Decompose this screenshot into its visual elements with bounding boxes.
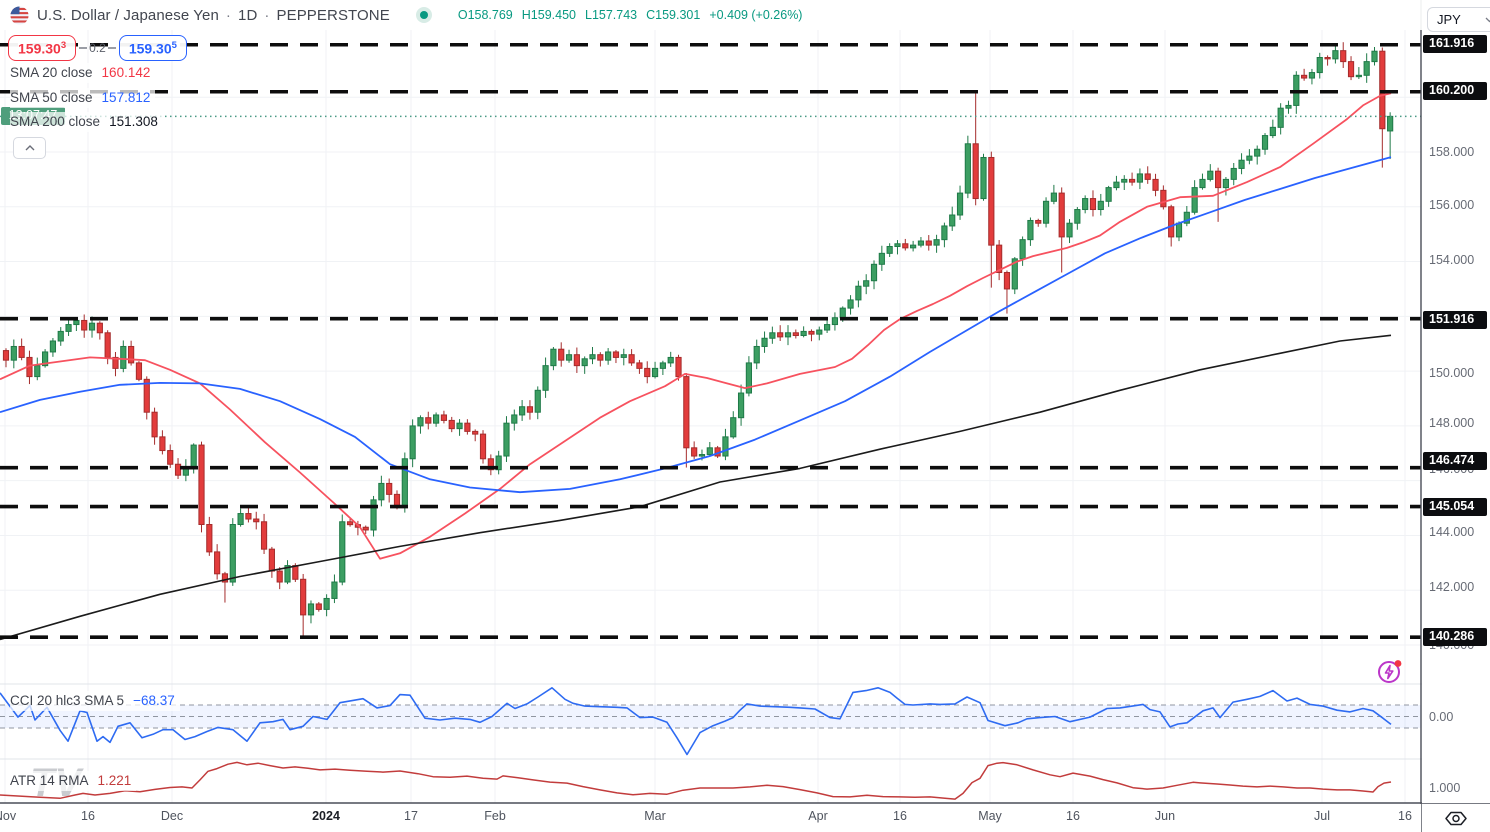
- price-level-label: 140.286: [1423, 628, 1487, 646]
- sma-legend-row: SMA 200 close 151.308: [10, 112, 163, 132]
- price-tick: 144.000: [1429, 525, 1475, 539]
- time-label: Jul: [1314, 809, 1330, 823]
- us-flag-icon: [10, 5, 29, 25]
- timeframe: 1D: [238, 6, 258, 24]
- cci-legend: CCI 20 hlc3 SMA 5 −68.37: [10, 691, 180, 711]
- price-axis[interactable]: 158.000156.000154.000150.000148.000146.0…: [1422, 0, 1490, 803]
- price-tick: 142.000: [1429, 580, 1475, 594]
- price-tick: 158.000: [1429, 145, 1475, 159]
- chevron-down-icon: [1485, 17, 1490, 22]
- symbol-name: U.S. Dollar / Japanese Yen: [37, 6, 219, 24]
- time-label: 16: [1066, 809, 1080, 823]
- indicator-label: SMA 20 close: [10, 65, 93, 80]
- cci-value: −68.37: [133, 693, 175, 708]
- time-label: Mar: [644, 809, 666, 823]
- time-label: 16: [81, 809, 95, 823]
- price-tick: 154.000: [1429, 253, 1475, 267]
- chevron-up-icon: [25, 145, 34, 151]
- time-label: 2024: [312, 809, 340, 823]
- buy-button[interactable]: 159.305: [118, 35, 187, 61]
- atr-tick: 1.000: [1429, 781, 1461, 795]
- price-level-label: 161.916: [1423, 35, 1487, 53]
- time-axis[interactable]: Nov 16 Dec 2024 17 Feb Mar Apr 16 May 16 Jun Jul 16: [0, 804, 1421, 832]
- collapse-legend-button[interactable]: [13, 137, 46, 159]
- spread-value: 0.2: [77, 41, 118, 55]
- price-level-label: 146.474: [1423, 452, 1487, 470]
- sma-legend-row: SMA 50 close 157.812: [10, 88, 156, 108]
- market-open-dot-icon: [415, 7, 432, 23]
- eye-icon[interactable]: [1444, 810, 1468, 827]
- symbol-title[interactable]: U.S. Dollar / Japanese Yen · 1D · PEPPERSTON…: [37, 6, 390, 24]
- price-tick: 148.000: [1429, 416, 1475, 430]
- indicator-value: 151.308: [109, 114, 158, 129]
- indicator-label: SMA 50 close: [10, 90, 93, 105]
- axis-corner: [1422, 804, 1490, 832]
- price-level-label: 160.200: [1423, 82, 1487, 100]
- price-level-label: 145.054: [1423, 498, 1487, 516]
- indicator-value: 160.142: [101, 65, 151, 80]
- time-label: 17: [404, 809, 418, 823]
- time-label: Dec: [160, 809, 184, 823]
- time-label: Apr: [808, 809, 828, 823]
- currency-unit-button[interactable]: JPY: [1427, 7, 1490, 32]
- time-label: Feb: [484, 809, 506, 823]
- chart-header: U.S. Dollar / Japanese Yen · 1D · PEPPERSTON…: [0, 0, 1430, 30]
- time-label: May: [978, 809, 1002, 823]
- time-label: 16: [893, 809, 907, 823]
- time-label: Nov: [0, 809, 17, 823]
- sma-legend-row: SMA 20 close 160.142: [10, 63, 156, 83]
- price-tick: 156.000: [1429, 198, 1475, 212]
- price-level-label: 151.916: [1423, 311, 1487, 329]
- price-tick: 150.000: [1429, 366, 1475, 380]
- cci-tick: 0.00: [1429, 710, 1454, 724]
- indicator-label: SMA 200 close: [10, 114, 101, 129]
- bot-lightning-icon[interactable]: [1374, 656, 1406, 693]
- atr-legend: ATR 14 RMA 1.221: [10, 771, 137, 791]
- bid-ask-row: 159.303 0.2 159.305: [8, 35, 187, 61]
- sell-button[interactable]: 159.303: [8, 35, 77, 61]
- change-readout: +0.409 (+0.26%): [709, 8, 803, 22]
- time-label: Jun: [1154, 809, 1176, 823]
- indicator-value: 157.812: [101, 90, 151, 105]
- atr-value: 1.221: [97, 773, 132, 788]
- exchange-name: PEPPERSTONE: [276, 6, 390, 24]
- ohlc-readout: O158.769 H159.450 L157.743 C159.301 +0.4…: [457, 8, 803, 22]
- time-label: 16: [1398, 809, 1412, 823]
